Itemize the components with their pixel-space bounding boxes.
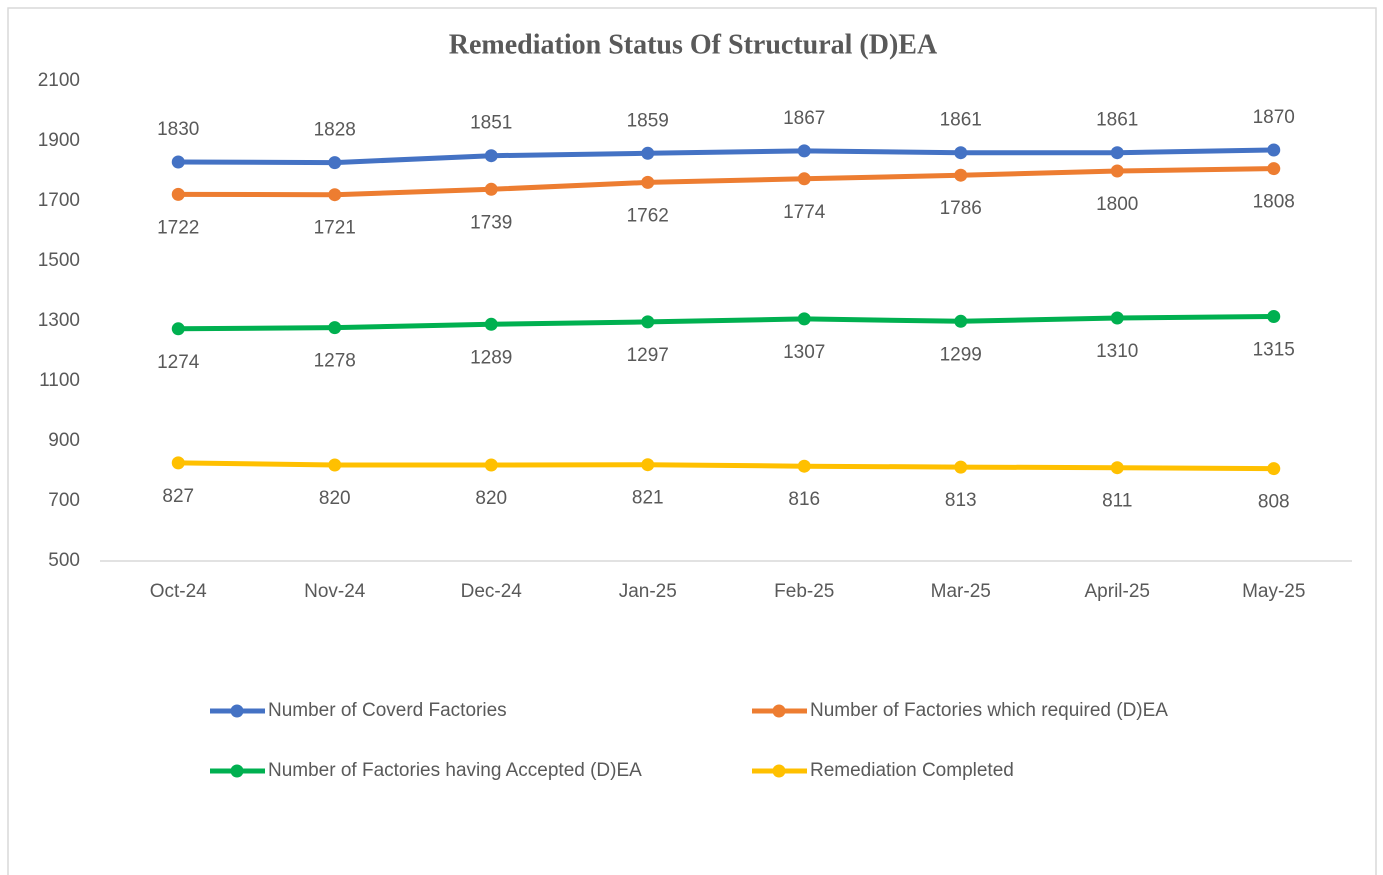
data-label: 816 (788, 489, 820, 510)
x-tick-label: Nov-24 (304, 581, 366, 602)
legend-label: Remediation Completed (810, 760, 1014, 781)
y-tick-label: 1900 (38, 130, 80, 151)
data-point (954, 314, 968, 328)
x-tick-label: Mar-25 (931, 581, 991, 602)
data-label: 1867 (783, 108, 825, 129)
data-label: 1739 (470, 212, 512, 233)
x-tick-label: Oct-24 (150, 581, 207, 602)
y-tick-label: 1100 (39, 370, 80, 391)
data-label: 1828 (314, 120, 356, 141)
data-label: 1278 (314, 351, 356, 372)
data-point (171, 456, 185, 470)
data-label: 1851 (470, 113, 512, 134)
data-point (1267, 462, 1281, 476)
chart-frame (7, 7, 1377, 875)
data-point (641, 458, 655, 472)
data-label: 813 (945, 490, 977, 511)
data-point (1110, 164, 1124, 178)
data-point (641, 315, 655, 329)
data-point (171, 187, 185, 201)
legend-marker (772, 704, 786, 718)
data-label: 1861 (1096, 110, 1138, 131)
series-line (178, 147, 1274, 166)
series-line (178, 460, 1274, 472)
legend-label: Number of Factories having Accepted (D)E… (268, 760, 642, 781)
data-label: 1861 (940, 110, 982, 131)
data-label: 1800 (1096, 194, 1138, 215)
legend-marker (230, 764, 244, 778)
data-point (484, 149, 498, 163)
x-tick-label: Dec-24 (461, 581, 523, 602)
y-tick-label: 1500 (38, 250, 80, 271)
y-tick-label: 500 (48, 550, 80, 571)
y-tick-label: 900 (48, 430, 80, 451)
y-tick-label: 1300 (38, 310, 80, 331)
data-point (797, 312, 811, 326)
series-line (178, 314, 1274, 332)
data-label: 1721 (314, 218, 356, 239)
x-tick-label: April-25 (1085, 581, 1150, 602)
data-point (797, 172, 811, 186)
data-point (171, 155, 185, 169)
data-point (954, 146, 968, 160)
data-point (641, 175, 655, 189)
data-point (484, 317, 498, 331)
data-label: 1299 (940, 344, 982, 365)
data-point (171, 322, 185, 336)
data-label: 1315 (1253, 340, 1295, 361)
data-label: 820 (475, 488, 507, 509)
y-tick-label: 700 (48, 490, 80, 511)
data-label: 1859 (627, 110, 669, 131)
data-point (484, 458, 498, 472)
data-label: 1297 (627, 345, 669, 366)
data-label: 1830 (157, 119, 199, 140)
data-label: 1310 (1096, 341, 1138, 362)
data-point (954, 460, 968, 474)
legend-label: Number of Coverd Factories (268, 700, 507, 721)
data-point (328, 321, 342, 335)
data-label: 1722 (157, 217, 199, 238)
data-point (1110, 461, 1124, 475)
data-label: 1289 (470, 347, 512, 368)
data-point (954, 168, 968, 182)
data-label: 1870 (1253, 107, 1295, 128)
x-tick-label: Jan-25 (619, 581, 677, 602)
data-point (1110, 311, 1124, 325)
y-tick-label: 1700 (38, 190, 80, 211)
y-tick-label: 2100 (38, 70, 80, 91)
data-label: 827 (162, 486, 194, 507)
chart-title: Remediation Status Of Structural (D)EA (449, 29, 938, 60)
data-point (797, 459, 811, 473)
data-label: 1786 (940, 198, 982, 219)
series-line (178, 166, 1274, 198)
data-point (328, 156, 342, 170)
data-point (484, 182, 498, 196)
data-point (641, 146, 655, 160)
data-label: 820 (319, 488, 351, 509)
data-point (797, 144, 811, 158)
data-point (1267, 143, 1281, 157)
data-label: 1808 (1253, 192, 1295, 213)
data-label: 1307 (783, 342, 825, 363)
x-tick-label: May-25 (1242, 581, 1305, 602)
data-point (1267, 162, 1281, 176)
legend-marker (772, 764, 786, 778)
data-point (1110, 146, 1124, 160)
data-label: 1762 (627, 205, 669, 226)
data-point (328, 188, 342, 202)
legend-marker (230, 704, 244, 718)
legend-label: Number of Factories which required (D)EA (810, 700, 1168, 721)
data-label: 1274 (157, 352, 200, 373)
x-tick-label: Feb-25 (774, 581, 834, 602)
data-label: 811 (1102, 491, 1132, 512)
data-label: 808 (1258, 492, 1290, 513)
data-label: 821 (632, 488, 664, 509)
data-point (328, 458, 342, 472)
data-point (1267, 310, 1281, 323)
data-label: 1774 (783, 202, 826, 223)
